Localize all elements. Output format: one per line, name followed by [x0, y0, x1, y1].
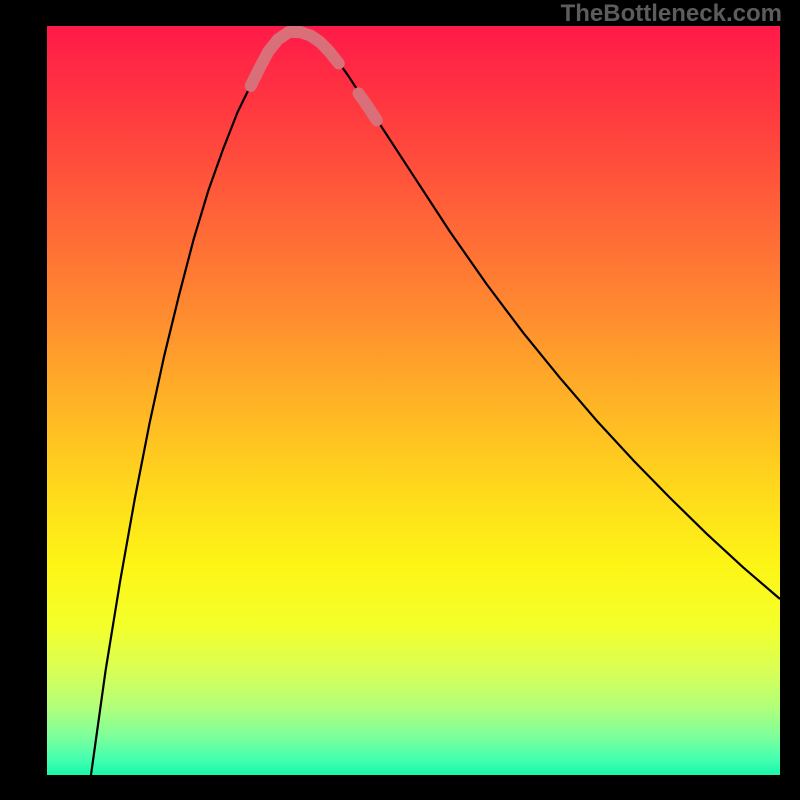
plot-area	[47, 26, 780, 775]
chart-svg	[47, 26, 780, 775]
watermark-text: TheBottleneck.com	[561, 0, 782, 28]
gradient-background	[47, 26, 780, 775]
